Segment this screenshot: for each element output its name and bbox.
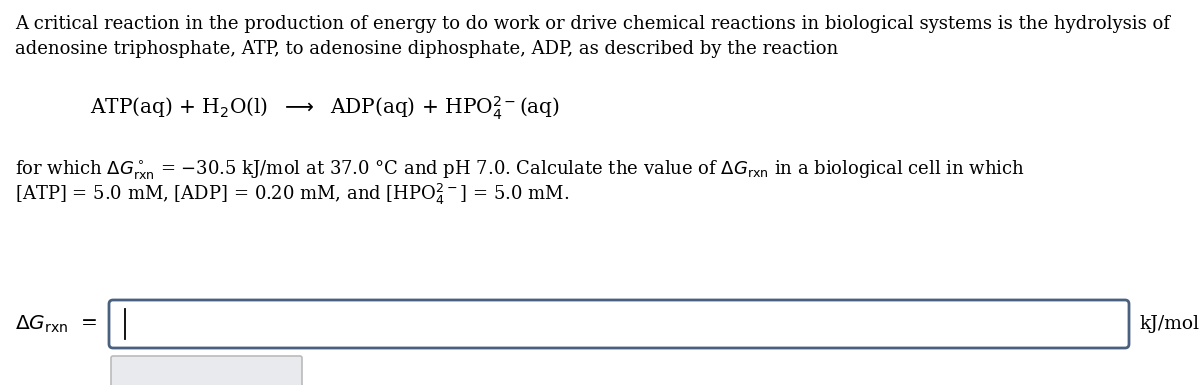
FancyBboxPatch shape: [110, 356, 302, 385]
FancyBboxPatch shape: [109, 300, 1129, 348]
Text: A critical reaction in the production of energy to do work or drive chemical rea: A critical reaction in the production of…: [14, 15, 1170, 33]
Text: kJ/mol: kJ/mol: [1139, 315, 1199, 333]
Text: for which $\Delta G^\circ_{\mathrm{rxn}}$ = −30.5 kJ/mol at 37.0 °C and pH 7.0. : for which $\Delta G^\circ_{\mathrm{rxn}}…: [14, 158, 1025, 181]
Text: [ATP] = 5.0 mM, [ADP] = 0.20 mM, and [HPO$_4^{2-}$] = 5.0 mM.: [ATP] = 5.0 mM, [ADP] = 0.20 mM, and [HP…: [14, 182, 569, 207]
Text: $\Delta G_{\mathrm{rxn}}$  =: $\Delta G_{\mathrm{rxn}}$ =: [14, 313, 97, 335]
Text: adenosine triphosphate, ATP, to adenosine diphosphate, ADP, as described by the : adenosine triphosphate, ATP, to adenosin…: [14, 40, 839, 58]
Text: ATP(aq) + H$_2$O(l)  $\longrightarrow$  ADP(aq) + HPO$_4^{2-}$(aq): ATP(aq) + H$_2$O(l) $\longrightarrow$ AD…: [90, 95, 560, 122]
